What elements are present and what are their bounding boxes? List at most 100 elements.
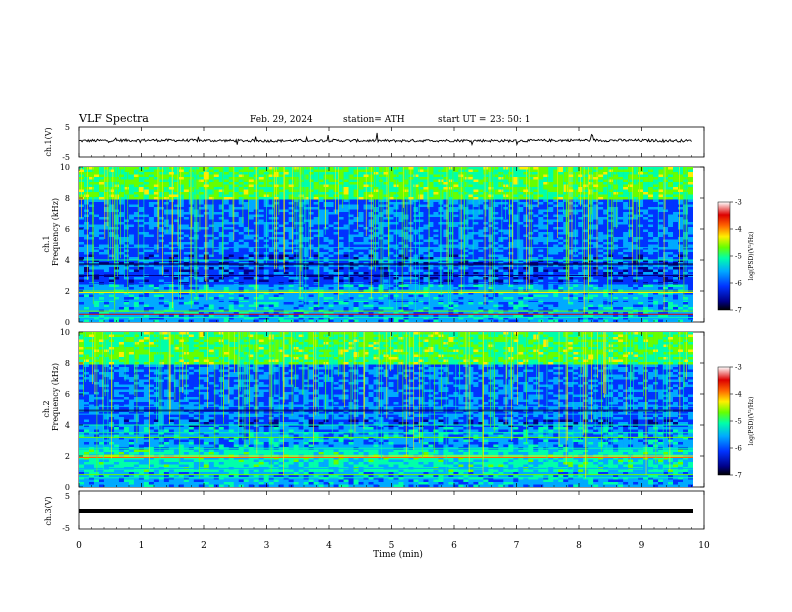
- spectrogram-cell: [558, 217, 564, 220]
- spectrogram-cell: [388, 242, 394, 245]
- spectrogram-cell: [683, 214, 689, 218]
- spectrogram-cell: [293, 227, 299, 230]
- spectrogram-cell: [173, 184, 180, 188]
- spectrogram-cell: [193, 227, 200, 230]
- spectrogram-cell: [333, 189, 339, 193]
- spectrogram-cell: [183, 252, 190, 255]
- spectrogram-cell: [278, 227, 284, 230]
- spectrogram-cell: [333, 267, 339, 270]
- spectrogram-cell: [183, 244, 190, 248]
- spectrogram-cell: [593, 252, 599, 255]
- spectrogram-cell: [493, 172, 499, 175]
- spectrogram-cell: [628, 252, 634, 255]
- spectrogram-cell: [578, 214, 584, 218]
- spectrogram-cell: [168, 229, 175, 233]
- spectrogram-cell: [323, 172, 329, 175]
- spectrogram-cell: [168, 237, 175, 240]
- spectrogram-cell: [228, 197, 235, 200]
- spectrogram-cell: [578, 237, 584, 240]
- spectrogram-cell: [108, 204, 115, 208]
- spectrogram-cell: [583, 252, 589, 255]
- spectrogram-cell: [228, 189, 235, 193]
- spectrogram-cell: [258, 219, 264, 223]
- spectrogram-cell: [388, 199, 394, 203]
- spectrogram-cell: [203, 199, 210, 203]
- spectrogram-cell: [423, 174, 429, 178]
- spectrogram-cell: [248, 237, 255, 240]
- spectrogram-cell: [673, 204, 679, 208]
- spectrogram-cell: [218, 237, 225, 240]
- spectrogram-cell: [488, 232, 494, 235]
- spectrogram-cell: [183, 167, 190, 170]
- spectrogram-cell: [548, 197, 554, 200]
- spectrogram-cell: [453, 197, 459, 200]
- spectrogram-cell: [248, 239, 255, 243]
- spectrogram-cell: [218, 257, 225, 260]
- spectrogram-cell: [398, 167, 404, 170]
- spectrogram-cell: [258, 259, 264, 263]
- spectrogram-cell: [183, 267, 190, 270]
- spectrogram-cell: [573, 239, 579, 243]
- spectrogram-cell: [623, 244, 629, 248]
- spectrogram-cell: [323, 234, 329, 238]
- spectrogram-cell: [473, 237, 479, 240]
- spectrogram-cell: [538, 212, 544, 215]
- spectrogram-cell: [218, 234, 225, 238]
- spectrogram-cell: [618, 187, 624, 190]
- spectrogram-cell: [608, 167, 614, 170]
- spectrogram-cell: [173, 204, 180, 208]
- spectrogram-cell: [433, 184, 439, 188]
- spectrogram-cell: [533, 207, 539, 210]
- spectrogram-cell: [388, 219, 394, 223]
- spectrogram-cell: [248, 174, 255, 178]
- spectrogram-cell: [568, 184, 574, 188]
- spectrogram-cell: [93, 249, 100, 253]
- spectrogram-cell: [583, 182, 589, 185]
- spectrogram-cell: [373, 169, 379, 173]
- spectrogram-cell: [168, 172, 175, 175]
- spectrogram-cell: [568, 219, 574, 223]
- spectrogram-cell: [383, 169, 389, 173]
- spectrogram-cell: [388, 249, 394, 253]
- spectrogram-cell: [608, 247, 614, 250]
- spectrogram-cell: [143, 232, 150, 235]
- spectrogram-cell: [668, 219, 674, 223]
- spectrogram-cell: [258, 239, 264, 243]
- spectrogram-cell: [623, 167, 629, 170]
- spectrogram-cell: [548, 249, 554, 253]
- spectrogram-cell: [598, 222, 604, 225]
- spectrogram-cell: [638, 194, 644, 198]
- spectrogram-cell: [358, 187, 364, 190]
- spectrogram-cell: [498, 174, 504, 178]
- spectrogram-cell: [663, 224, 669, 228]
- spectrogram-cell: [548, 187, 554, 190]
- spectrogram-cell: [638, 224, 644, 228]
- spectrogram-cell: [138, 184, 145, 188]
- spectrogram-cell: [593, 234, 599, 238]
- spectrogram-cell: [568, 254, 574, 258]
- spectrogram-cell: [678, 199, 684, 203]
- spectrogram-cell: [568, 234, 574, 238]
- spectrogram-cell: [628, 234, 634, 238]
- spectrogram-cell: [348, 224, 354, 228]
- spectrogram-cell: [283, 179, 289, 183]
- spectrogram-cell: [518, 202, 524, 205]
- spectrogram-cell: [303, 267, 309, 270]
- spectrogram-cell: [113, 179, 120, 183]
- spectrogram-cell: [288, 232, 294, 235]
- spectrogram-cell: [118, 177, 125, 180]
- spectrogram-cell: [543, 182, 549, 185]
- spectrogram-cell: [463, 242, 469, 245]
- spectrogram-cell: [398, 234, 404, 238]
- spectrogram-cell: [488, 239, 494, 243]
- spectrogram-cell: [628, 187, 634, 190]
- spectrogram-cell: [448, 232, 454, 235]
- spectrogram-cell: [413, 247, 419, 250]
- spectrogram-cell: [683, 249, 689, 253]
- spectrogram-cell: [683, 187, 689, 190]
- spectrogram-cell: [493, 244, 499, 248]
- spectrogram-cell: [448, 204, 454, 208]
- spectrogram-cell: [88, 219, 95, 223]
- spectrogram-cell: [203, 237, 210, 240]
